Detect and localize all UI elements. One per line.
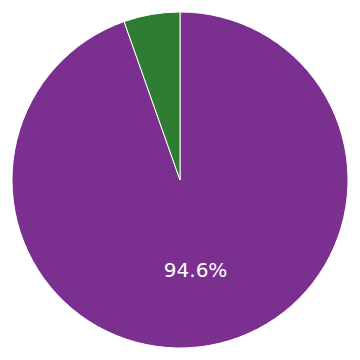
pie-slice xyxy=(12,12,348,348)
pie: 94.6% xyxy=(12,12,348,348)
pie-slice xyxy=(124,12,180,180)
data-label: 94.6% xyxy=(164,258,228,282)
chart: 94.6% xyxy=(0,0,360,360)
